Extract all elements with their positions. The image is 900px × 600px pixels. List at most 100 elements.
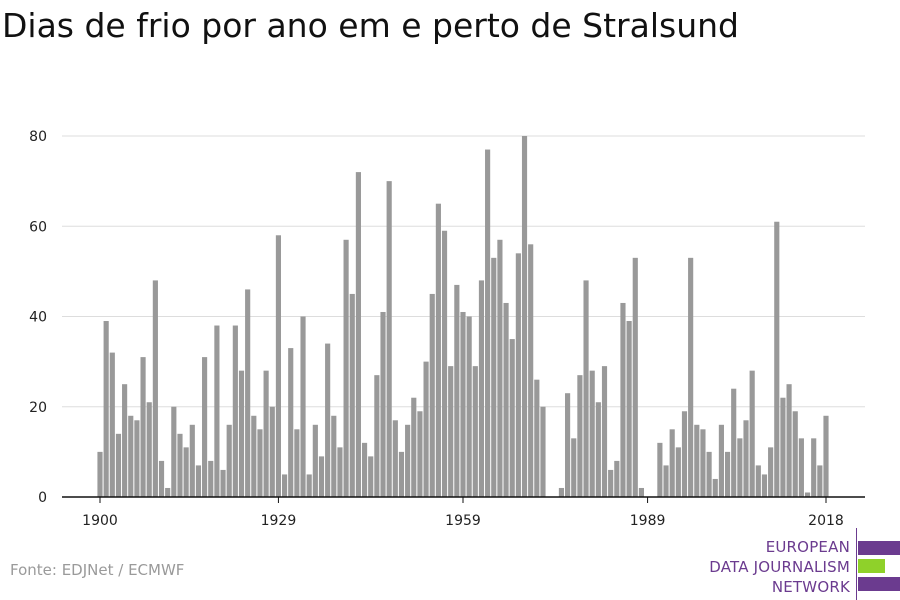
x-tick-label: 1989 xyxy=(630,513,666,529)
bar xyxy=(318,456,325,497)
bar xyxy=(300,316,306,497)
bar xyxy=(202,357,208,497)
bar xyxy=(786,384,792,497)
bar xyxy=(165,487,171,497)
bar xyxy=(761,474,768,497)
edjnet-logo: EUROPEAN DATA JOURNALISM NETWORK xyxy=(700,528,900,600)
bar xyxy=(497,239,503,497)
bar xyxy=(214,325,220,497)
bar xyxy=(694,424,700,497)
bar xyxy=(454,284,460,497)
bar xyxy=(294,429,300,497)
bar xyxy=(638,487,644,497)
bar xyxy=(466,316,472,497)
bar xyxy=(220,469,226,497)
x-tick-label: 1929 xyxy=(261,513,297,529)
x-tick-label: 1900 xyxy=(82,513,118,529)
bar xyxy=(189,424,195,497)
source-note: Fonte: EDJNet / ECMWF xyxy=(10,561,185,579)
bar xyxy=(128,415,134,497)
bar xyxy=(755,465,761,497)
bar xyxy=(478,280,485,497)
bar xyxy=(731,388,737,497)
logo-line-2: DATA JOURNALISM xyxy=(709,558,850,576)
bar xyxy=(724,451,731,497)
bar xyxy=(448,366,454,497)
y-tick-label: 40 xyxy=(29,310,47,326)
bar xyxy=(601,366,608,497)
bar xyxy=(817,465,823,497)
bar xyxy=(608,469,614,497)
bar xyxy=(398,451,405,497)
bar xyxy=(675,447,681,497)
bar xyxy=(565,393,571,497)
bar xyxy=(306,474,312,497)
bar xyxy=(589,370,595,497)
bar xyxy=(103,321,109,497)
bar xyxy=(275,235,281,497)
bar xyxy=(251,415,257,497)
bar xyxy=(134,420,140,497)
bar xyxy=(804,492,811,497)
bar xyxy=(349,293,355,497)
logo-divider xyxy=(856,528,857,600)
bar xyxy=(245,289,251,497)
bar xyxy=(620,302,626,497)
bar xyxy=(257,429,263,497)
bar xyxy=(386,181,392,497)
bar xyxy=(380,311,386,497)
bar xyxy=(472,366,478,497)
bar xyxy=(355,172,361,497)
logo-line-1: EUROPEAN xyxy=(765,538,850,556)
bar xyxy=(312,424,318,497)
bar xyxy=(706,451,712,497)
bar xyxy=(331,415,337,497)
bar xyxy=(768,447,774,497)
bar xyxy=(583,280,589,497)
bar xyxy=(177,433,183,497)
bar xyxy=(712,478,718,497)
y-axis: 0 20 40 60 80 xyxy=(29,129,47,506)
bar xyxy=(700,429,706,497)
bar xyxy=(669,429,675,497)
bar xyxy=(343,239,349,497)
bar xyxy=(325,343,331,497)
bar xyxy=(423,361,429,497)
bar xyxy=(780,397,786,497)
bar xyxy=(595,402,601,497)
bar xyxy=(226,424,232,497)
bar xyxy=(195,465,202,497)
bar xyxy=(97,451,103,497)
bar xyxy=(263,370,269,497)
bar xyxy=(528,244,534,497)
x-tick-label: 2018 xyxy=(808,513,844,529)
bar xyxy=(626,321,632,497)
bar xyxy=(509,339,515,497)
logo-bar-top xyxy=(858,541,900,555)
bar xyxy=(368,456,374,497)
bar xyxy=(146,402,152,497)
bar xyxy=(282,474,288,497)
bar xyxy=(811,438,817,497)
bar xyxy=(171,406,177,497)
bar xyxy=(749,370,755,497)
bar xyxy=(122,384,128,497)
bar xyxy=(743,420,749,497)
bar xyxy=(392,420,398,497)
bar xyxy=(558,487,565,497)
x-axis: 1900 1929 1959 1989 2018 xyxy=(62,496,865,529)
bar xyxy=(115,433,122,497)
bar xyxy=(718,424,724,497)
bar xyxy=(405,424,411,497)
bar xyxy=(774,221,780,498)
x-tick-label: 1959 xyxy=(445,513,481,529)
bar xyxy=(632,257,638,497)
bar xyxy=(435,203,441,497)
bar xyxy=(374,375,380,497)
chart-title: Dias de frio por ano em e perto de Stral… xyxy=(2,6,739,45)
bar xyxy=(571,438,577,497)
bar xyxy=(158,460,165,497)
y-tick-label: 0 xyxy=(38,490,47,506)
logo-bar-bottom xyxy=(858,577,900,591)
